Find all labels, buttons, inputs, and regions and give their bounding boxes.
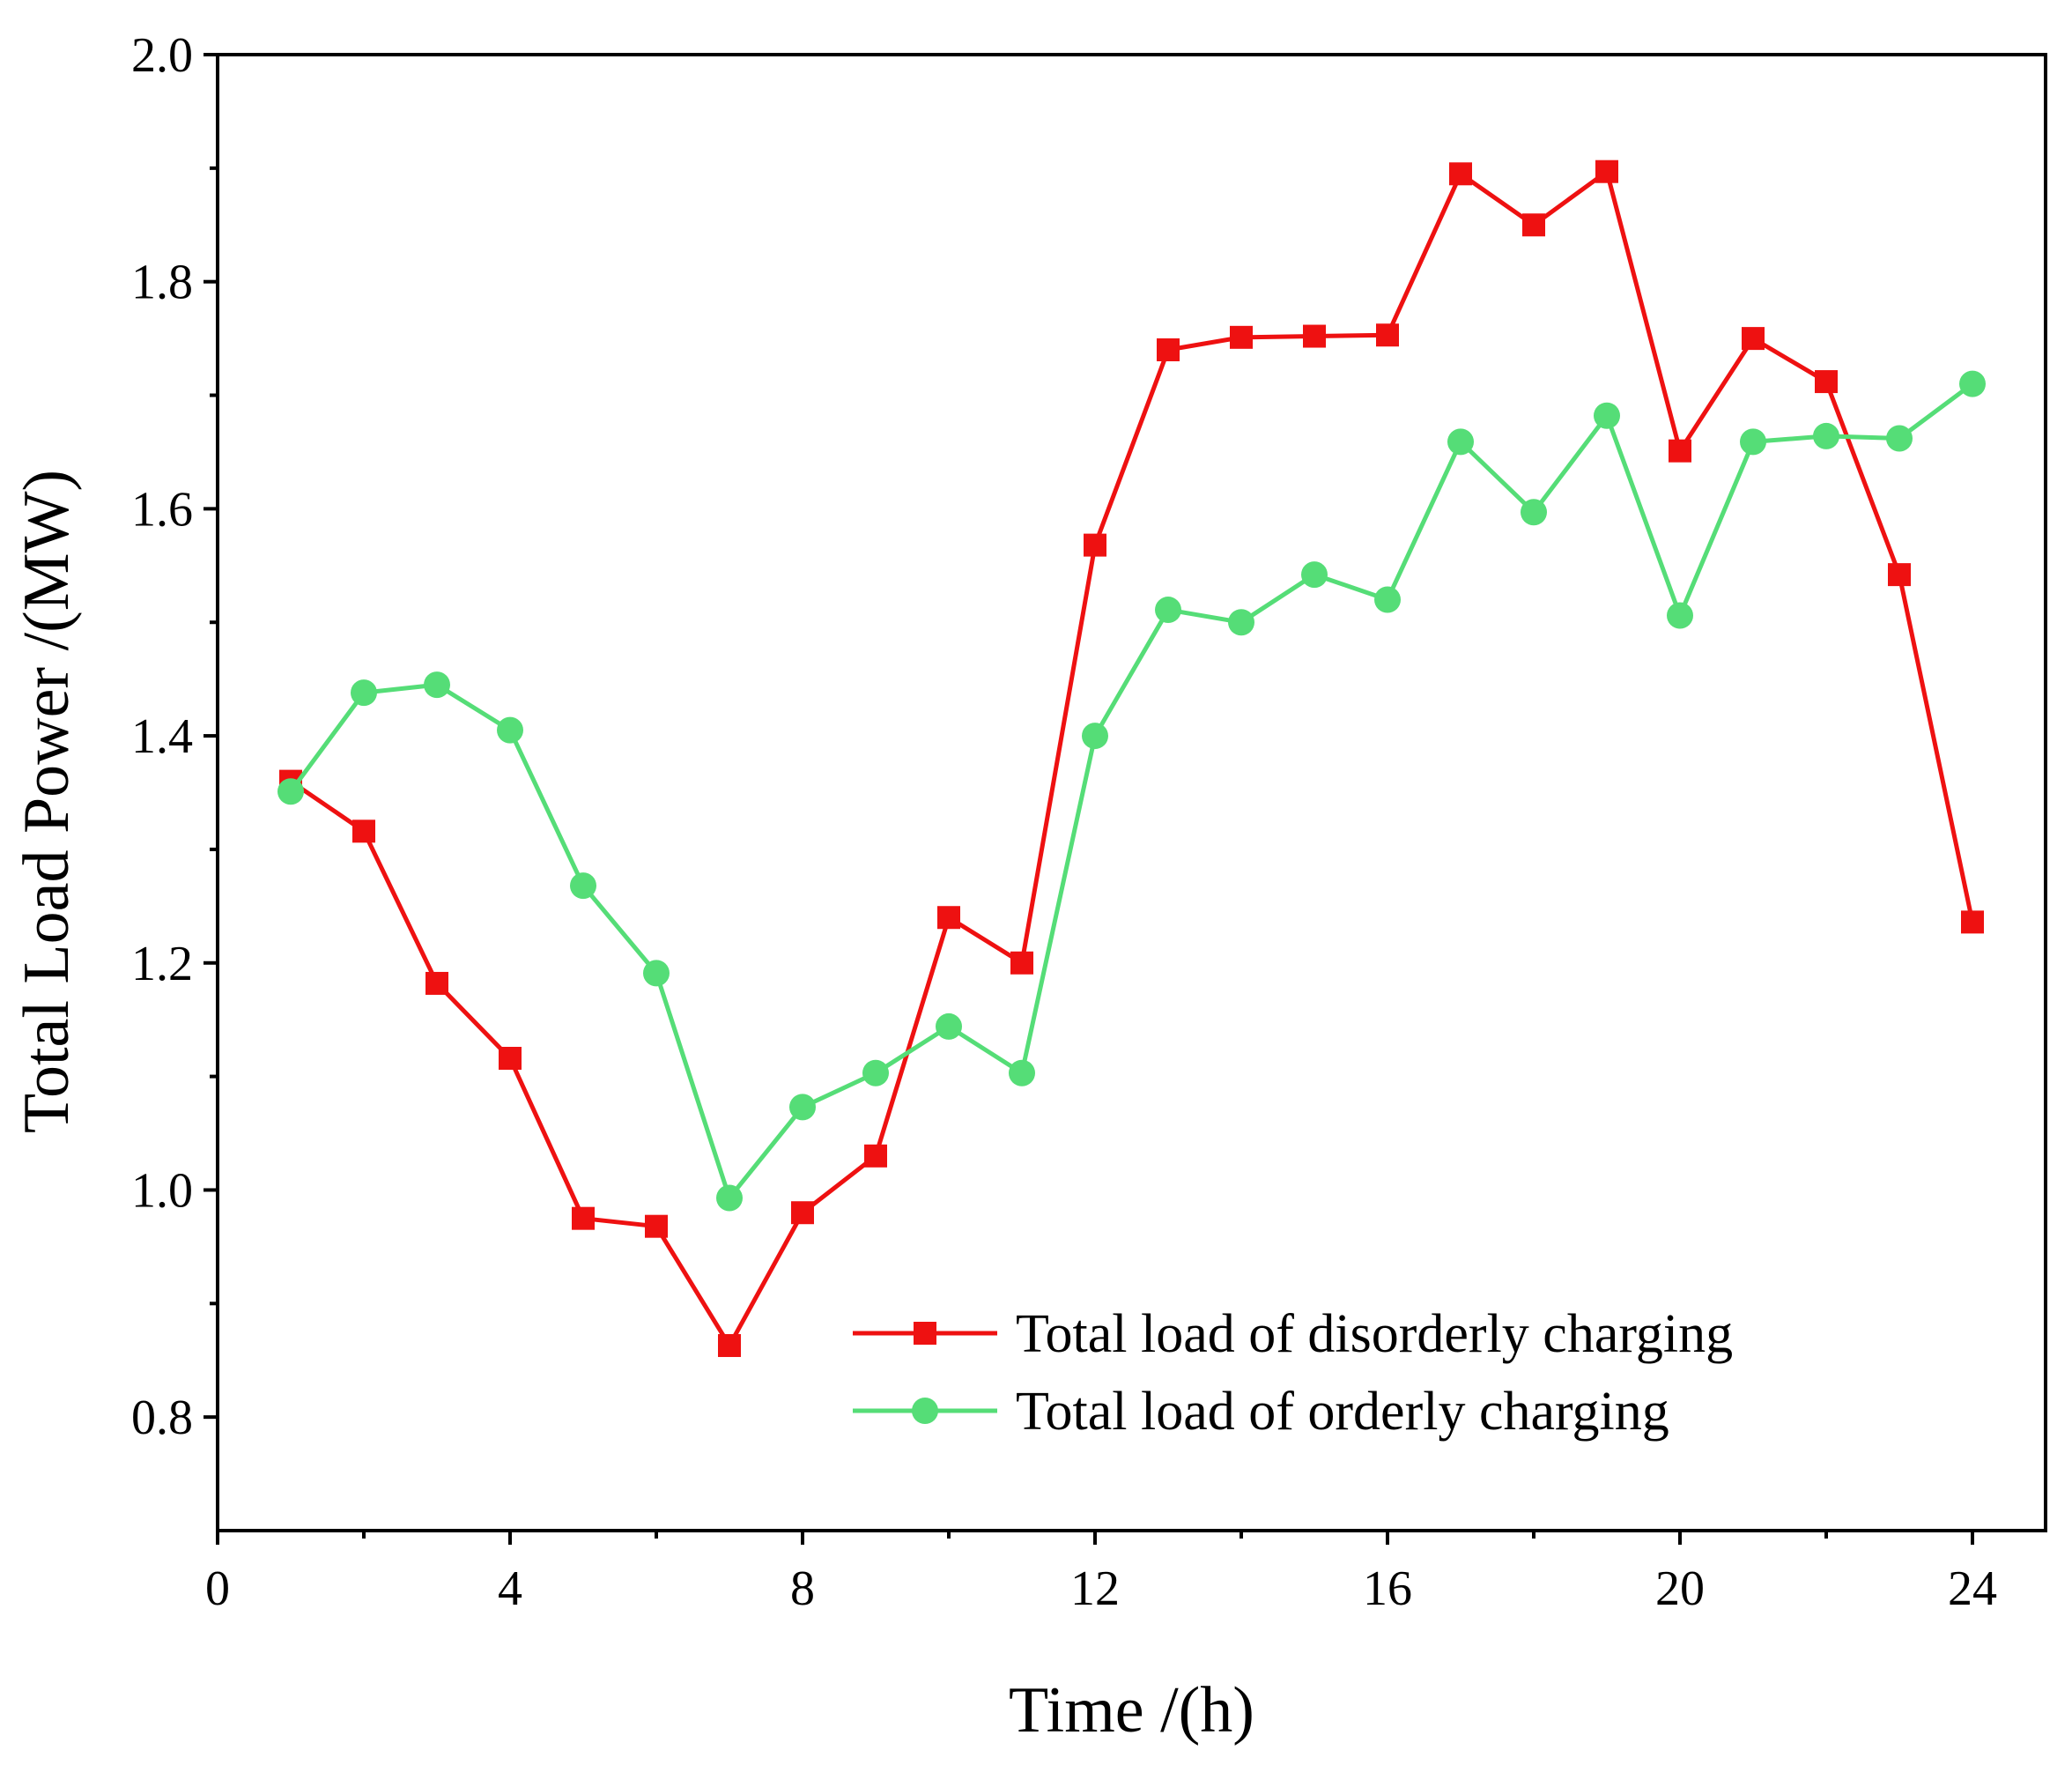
data-point bbox=[1228, 609, 1254, 636]
y-tick-label: 1.0 bbox=[131, 1163, 193, 1218]
data-point bbox=[1521, 499, 1547, 526]
data-point bbox=[1595, 159, 1618, 183]
data-point bbox=[1155, 597, 1181, 624]
x-axis-title: Time /(h) bbox=[1009, 1674, 1254, 1746]
data-point bbox=[936, 1012, 962, 1040]
data-point bbox=[1376, 323, 1399, 347]
data-point bbox=[1230, 325, 1253, 349]
data-point bbox=[1082, 723, 1108, 750]
data-point bbox=[716, 1184, 743, 1212]
data-point bbox=[1959, 370, 1986, 397]
data-point bbox=[1961, 910, 1984, 934]
y-tick-label: 1.2 bbox=[131, 937, 193, 991]
data-point bbox=[426, 971, 448, 995]
data-point bbox=[352, 819, 375, 843]
y-tick-label: 1.6 bbox=[131, 482, 193, 537]
legend-item: Total load of disorderly charging bbox=[853, 1304, 1733, 1364]
data-point bbox=[1815, 370, 1838, 394]
data-point bbox=[791, 1201, 814, 1225]
data-point bbox=[789, 1094, 816, 1121]
y-tick-label: 0.8 bbox=[131, 1390, 193, 1445]
data-point bbox=[1886, 425, 1913, 452]
series-line bbox=[289, 169, 1975, 1348]
data-point bbox=[1010, 951, 1033, 975]
data-point bbox=[862, 1059, 889, 1086]
data-point bbox=[572, 1206, 595, 1230]
data-point bbox=[1813, 422, 1839, 449]
legend-marker bbox=[914, 1322, 936, 1345]
data-point bbox=[499, 1047, 522, 1070]
data-point bbox=[645, 1214, 668, 1238]
data-point bbox=[1740, 428, 1766, 456]
plot-frame bbox=[216, 53, 2047, 1532]
legend-marker bbox=[912, 1398, 938, 1424]
data-point bbox=[570, 872, 596, 900]
y-axis: 0.8 1.0 1.2 1.4 1.6 1.8 2.0 bbox=[131, 28, 218, 1445]
x-tick-label: 0 bbox=[205, 1561, 230, 1616]
y-tick-label: 1.8 bbox=[131, 256, 193, 310]
legend-label: Total load of orderly charging bbox=[1016, 1382, 1669, 1442]
data-point bbox=[1009, 1059, 1035, 1086]
data-point bbox=[1447, 428, 1474, 456]
data-point bbox=[1888, 563, 1911, 587]
data-point bbox=[1522, 213, 1545, 237]
x-axis: 0 4 8 12 16 20 24 bbox=[205, 1531, 1997, 1616]
x-tick-label: 24 bbox=[1948, 1561, 1997, 1616]
x-tick-label: 16 bbox=[1363, 1561, 1412, 1616]
data-point bbox=[1594, 402, 1620, 429]
data-point bbox=[497, 716, 523, 744]
data-point bbox=[278, 778, 304, 805]
x-tick-label: 4 bbox=[498, 1561, 522, 1616]
data-point bbox=[1374, 586, 1401, 613]
data-point bbox=[424, 671, 450, 699]
data-point bbox=[864, 1144, 887, 1168]
legend-label: Total load of disorderly charging bbox=[1016, 1304, 1733, 1364]
series-line bbox=[288, 382, 1974, 1200]
data-point bbox=[1303, 324, 1326, 348]
series-1 bbox=[279, 159, 1984, 1357]
data-point bbox=[1669, 439, 1691, 463]
data-point bbox=[1449, 162, 1472, 186]
y-tick-label: 1.4 bbox=[131, 709, 193, 764]
legend: Total load of disorderly charging Total l… bbox=[853, 1304, 1733, 1442]
x-tick-label: 8 bbox=[790, 1561, 815, 1616]
data-point bbox=[1084, 533, 1106, 557]
data-point bbox=[351, 679, 377, 707]
data-point bbox=[1301, 561, 1328, 589]
data-point bbox=[937, 906, 960, 930]
series-layer bbox=[278, 159, 1986, 1357]
data-point bbox=[643, 960, 670, 987]
series-2 bbox=[278, 370, 1986, 1212]
y-tick-label: 2.0 bbox=[131, 28, 193, 83]
data-point bbox=[718, 1333, 741, 1357]
legend-item: Total load of orderly charging bbox=[853, 1382, 1669, 1442]
x-tick-label: 12 bbox=[1070, 1561, 1120, 1616]
y-axis-title: Total Load Power /(MW) bbox=[11, 470, 83, 1133]
data-point bbox=[1742, 327, 1765, 351]
data-point bbox=[1667, 602, 1693, 629]
x-tick-label: 20 bbox=[1655, 1561, 1705, 1616]
data-point bbox=[1157, 338, 1180, 361]
